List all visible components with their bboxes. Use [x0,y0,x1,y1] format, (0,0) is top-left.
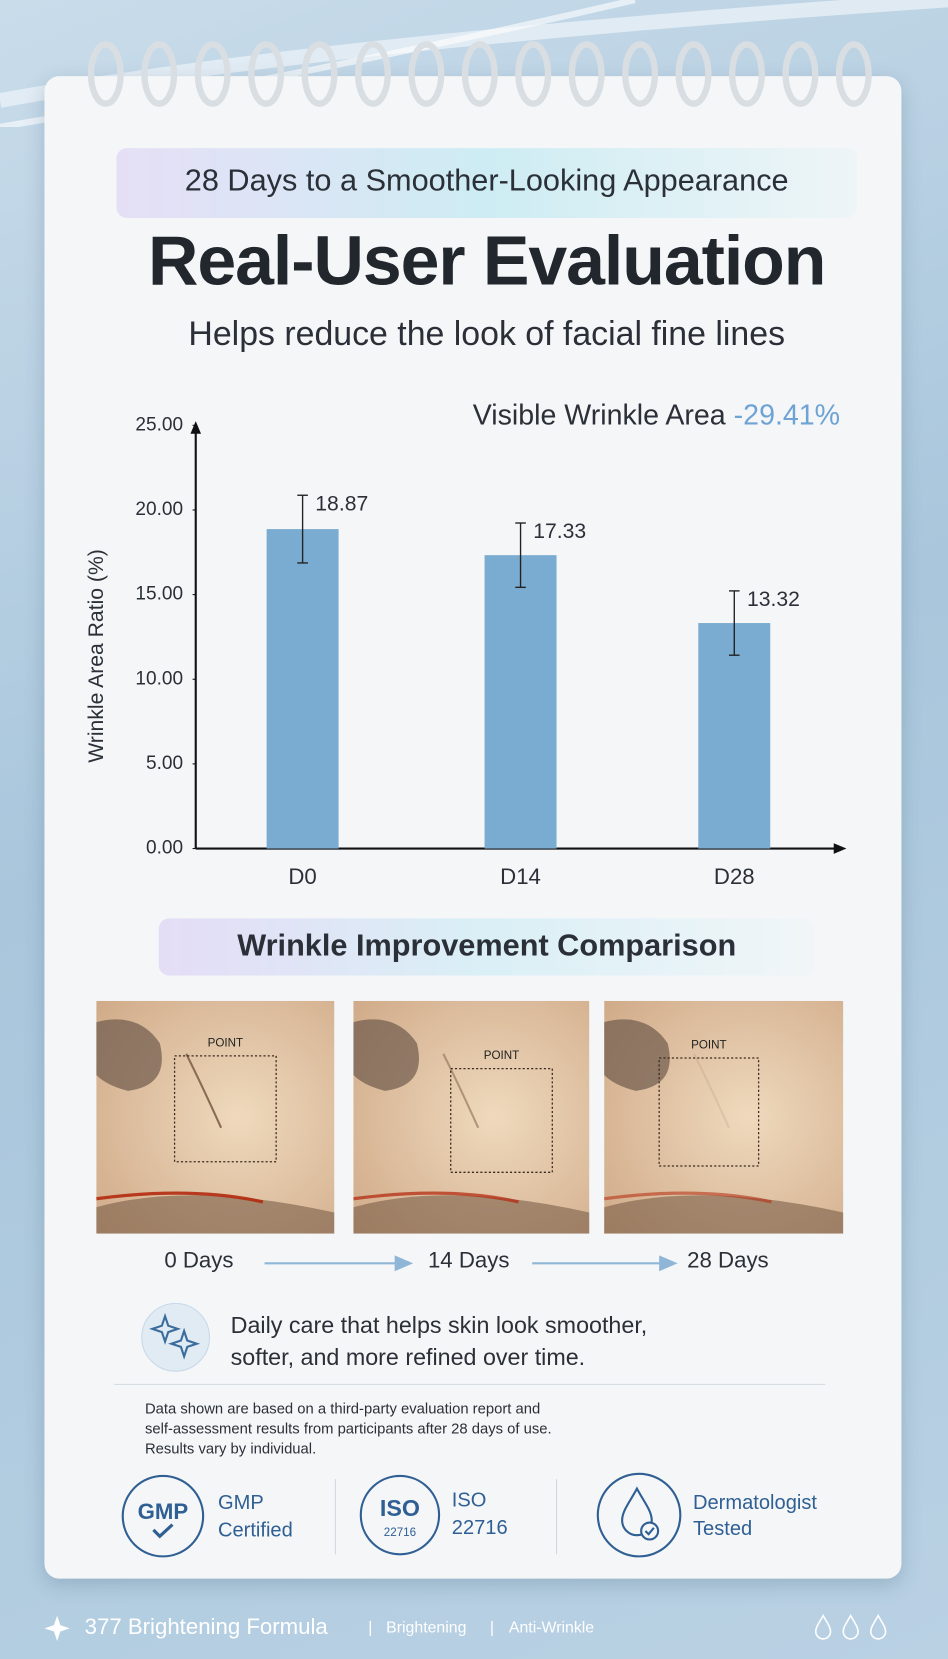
disclaimer-line: self-assessment results from participant… [144,1419,552,1437]
section-title: Wrinkle Improvement Comparison [237,928,737,963]
footer-tag: Anti-Wrinkle [509,1620,594,1637]
subtitle-band [116,148,858,218]
x-tick-label: D0 [288,864,316,889]
data-label: 18.87 [315,492,368,515]
error-bar [728,590,740,656]
ring [568,41,605,107]
error-bar [515,522,526,589]
x-tick-label: D28 [714,864,755,889]
chart-annotation: Visible Wrinkle Area -29.41% [473,399,840,432]
badge-label: ISO [452,1490,487,1512]
skin-image: POINT [96,1000,335,1234]
data-label: 17.33 [533,520,586,543]
y-tick-label: 0.00 [146,838,183,859]
badge-label: 22716 [452,1517,508,1539]
skin-photo: POINT [353,1000,590,1239]
skin-photo: POINT [96,1000,335,1239]
data-label: 13.32 [747,588,800,611]
ring [301,41,338,107]
footer-tag: Brightening [386,1620,466,1637]
y-tick-label: 15.00 [135,584,183,605]
skin-image: POINT [353,1000,590,1234]
skin-image: POINT [603,1000,844,1234]
care-note: Daily care that helps skin look smoother… [231,1310,648,1373]
ring [675,41,712,107]
ring [408,41,445,107]
point-label: POINT [484,1049,520,1062]
disclaimer-line: Data shown are based on a third-party ev… [144,1399,541,1417]
footer: 377 Brightening Formula | Brightening | … [44,1614,887,1642]
ring [782,41,819,107]
ring [461,41,498,107]
disclaimer-line: Results vary by individual. [144,1439,317,1457]
title: Real-User Evaluation [147,221,826,300]
y-tick-label: 20.00 [135,499,183,520]
badges: GMP ISO 22716 GMP Certified ISO 22716 De… [121,1472,817,1558]
spiral-rings [87,41,872,107]
ring [515,41,552,107]
bar [698,623,771,849]
annotation-label: Visible Wrinkle Area [472,398,726,431]
ring [194,41,231,107]
care-line: Daily care that helps skin look smoother… [230,1311,648,1339]
tagline: Helps reduce the look of facial fine lin… [188,314,785,353]
progress-arrows [264,1255,678,1272]
badge-label: GMP [218,1492,264,1514]
x-tick-label: D14 [500,864,541,889]
section-band [158,918,815,976]
badge-icon-text: ISO [380,1495,420,1521]
disclaimer: Data shown are based on a third-party ev… [145,1399,552,1459]
svg-text:|: | [368,1620,372,1637]
y-tick-label: 25.00 [135,414,183,435]
badge-icon-text: 22716 [384,1526,416,1539]
ring [728,41,765,107]
badge-label: Tested [693,1518,752,1540]
ring [141,41,178,107]
sparkle-icon [141,1302,211,1372]
y-tick-label: 10.00 [135,668,183,689]
day-caption: 14 Days [427,1248,510,1273]
badge-icon-text: GMP [138,1499,189,1524]
ring [87,41,124,107]
bar [266,529,339,849]
bar [484,555,557,849]
point-label: POINT [208,1036,244,1049]
y-tick-label: 5.00 [146,753,183,774]
bar-chart: Wrinkle Area Ratio (%) 0.00 5.00 10.00 15.0… [85,414,847,889]
badge-label: Certified [218,1519,293,1541]
ring [354,41,391,107]
point-label: POINT [691,1038,727,1051]
ring [835,41,872,107]
y-axis-label: Wrinkle Area Ratio (%) [85,549,108,763]
care-line: softer, and more refined over time. [230,1343,586,1371]
divider [114,1383,826,1385]
footer-brand: 377 Brightening Formula [85,1614,329,1639]
y-axis-arrow [190,421,202,434]
error-bar [297,494,308,564]
subtitle: 28 Days to a Smoother-Looking Appearance [184,163,789,198]
day-caption: 28 Days [687,1248,769,1273]
ring [248,41,285,107]
day-caption: 0 Days [164,1248,234,1273]
skin-photo: POINT [603,1000,844,1239]
annotation-value: -29.41% [733,398,841,431]
x-axis-arrow [833,843,847,854]
badge-label: Dermatologist [693,1492,817,1514]
ring [622,41,659,107]
svg-text:|: | [490,1620,494,1637]
